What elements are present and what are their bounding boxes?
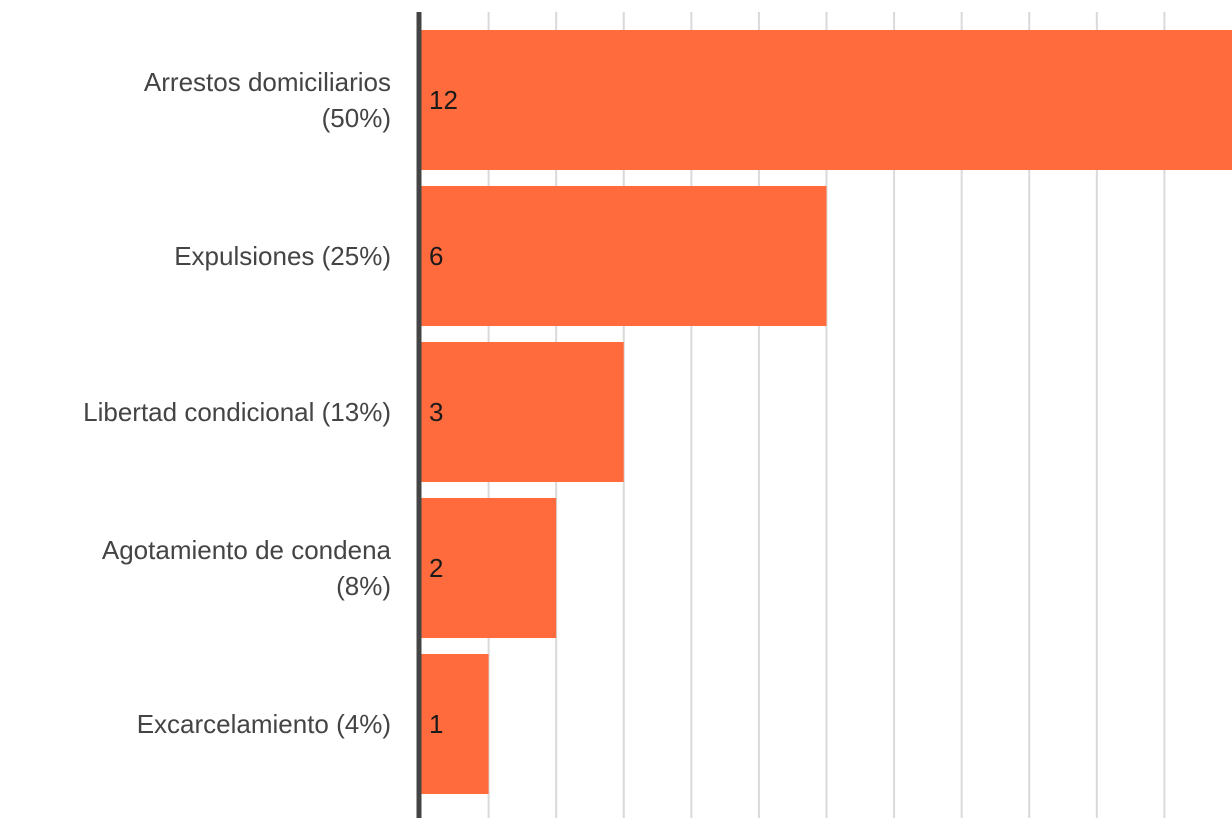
data-label: 3	[429, 397, 443, 427]
data-label: 6	[429, 241, 443, 271]
data-label: 1	[429, 709, 443, 739]
category-label: Arrestos domiciliarios	[144, 67, 391, 97]
bar	[421, 186, 827, 326]
category-label: Excarcelamiento (4%)	[137, 709, 391, 739]
category-label: Libertad condicional (13%)	[83, 397, 391, 427]
bar	[421, 30, 1232, 170]
category-label: Agotamiento de condena	[102, 535, 392, 565]
bar	[421, 342, 624, 482]
data-label: 12	[429, 85, 458, 115]
category-label: Expulsiones (25%)	[174, 241, 391, 271]
category-labels: Arrestos domiciliarios (50%) Expulsiones (…	[83, 67, 391, 739]
data-label: 2	[429, 553, 443, 583]
category-label: (50%)	[322, 103, 391, 133]
category-label: (8%)	[336, 571, 391, 601]
